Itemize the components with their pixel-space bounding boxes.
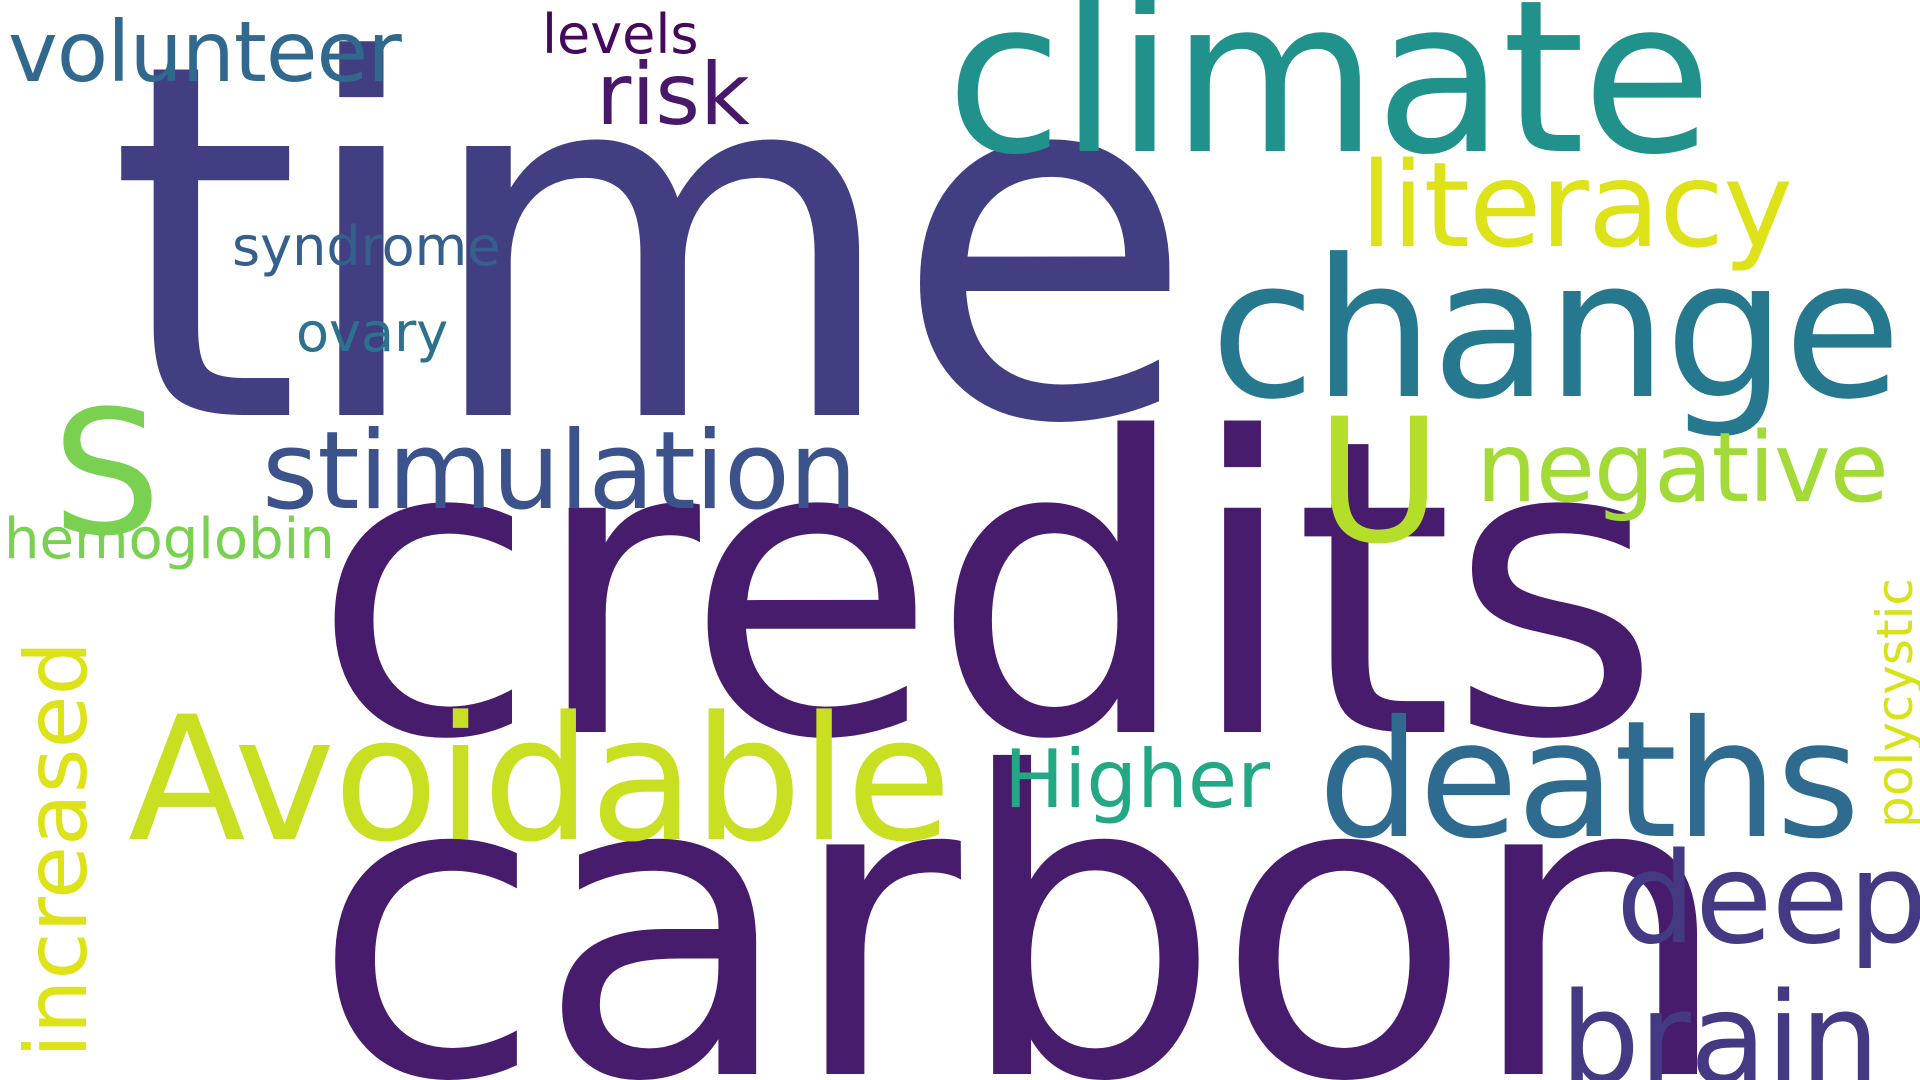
word-higher: Higher [1004,733,1270,826]
word-avoidable: Avoidable [128,679,952,880]
word-levels: levels [542,3,699,66]
word-carbon: carbon [312,685,1733,1080]
word-s: S [52,373,162,574]
word-brain: brain [1560,965,1880,1080]
word-risk: risk [596,45,750,145]
word-negative: negative [1476,412,1889,524]
word-ovary: ovary [296,301,449,364]
word-climate: climate [946,0,1712,201]
word-u: U [1316,381,1442,582]
word-credits: credits [312,351,1662,829]
word-syndrome: syndrome [232,215,501,278]
word-stimulation: stimulation [262,409,857,534]
word-literacy: literacy [1360,136,1793,274]
word-time: time [108,0,1196,532]
word-deaths: deaths [1318,687,1860,875]
word-deep: deep [1616,825,1920,972]
word-change: change [1210,219,1902,442]
word-hemoglobin: hemoglobin [4,507,335,572]
word-volunteer: volunteer [8,3,402,101]
word-polycystic: polycystic [1866,578,1920,828]
word-increased: increased [7,640,107,1058]
